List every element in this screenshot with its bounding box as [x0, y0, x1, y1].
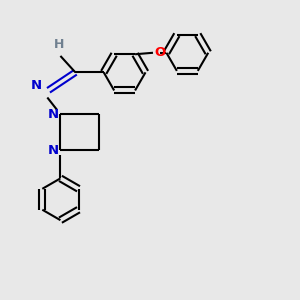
Text: N: N	[31, 79, 42, 92]
Text: N: N	[48, 143, 59, 157]
Text: H: H	[54, 38, 64, 51]
Text: O: O	[154, 46, 166, 59]
Text: N: N	[48, 108, 59, 121]
